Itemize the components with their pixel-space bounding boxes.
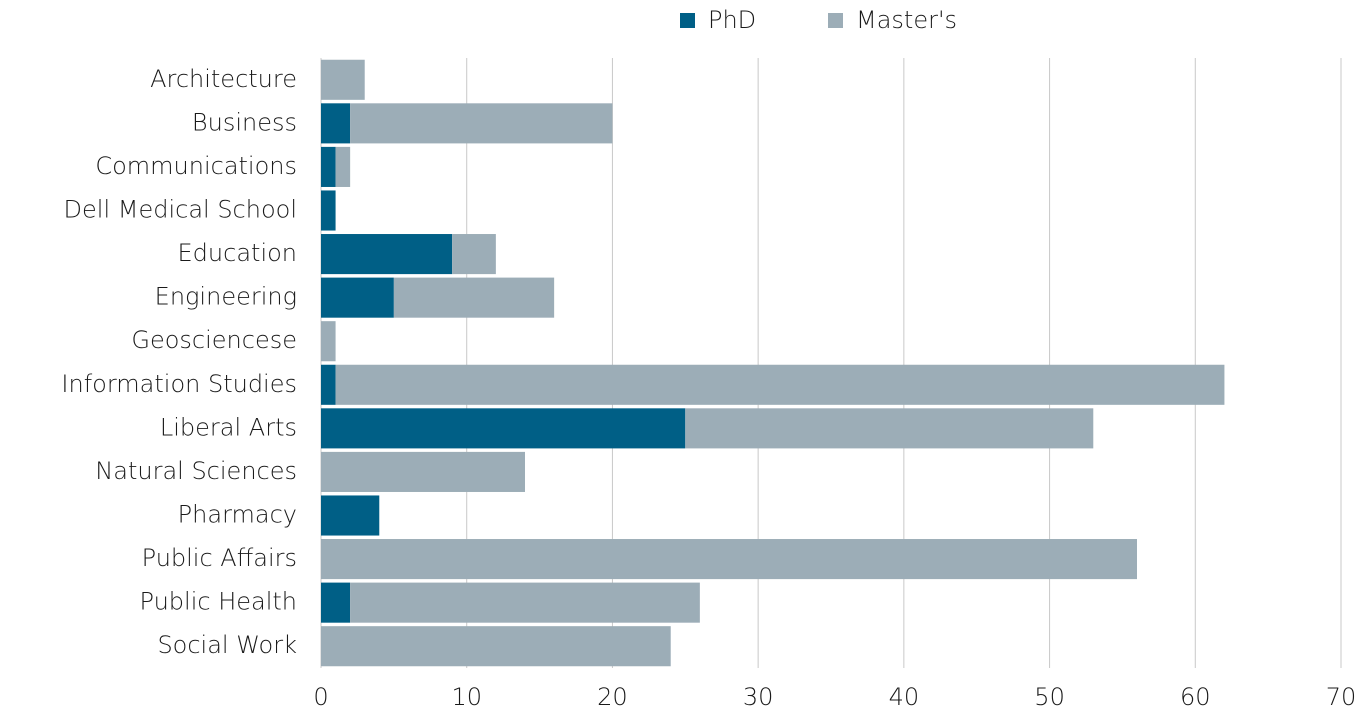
y-tick-label: Business	[192, 108, 297, 136]
bar	[321, 408, 686, 449]
y-tick-label: Geosciencese	[131, 326, 297, 354]
y-tick-label: Liberal Arts	[160, 413, 297, 441]
legend-swatch	[680, 13, 695, 28]
y-tick-label: Dell Medical School	[64, 196, 297, 224]
x-tick-label: 40	[889, 683, 920, 711]
y-tick-label: Education	[178, 239, 297, 267]
bar	[350, 582, 700, 623]
y-tick-label: Social Work	[157, 631, 297, 659]
x-tick-label: 70	[1326, 683, 1357, 711]
legend-label: Master's	[856, 6, 957, 34]
bar	[321, 364, 336, 405]
bar	[321, 103, 351, 144]
x-tick-label: 20	[597, 683, 628, 711]
bar	[321, 190, 336, 231]
bar	[321, 495, 380, 536]
bar	[321, 234, 453, 275]
bar	[685, 408, 1094, 449]
bar	[335, 146, 351, 187]
bar	[321, 277, 394, 318]
bar	[452, 234, 496, 275]
bar	[321, 146, 336, 187]
x-tick-label: 30	[743, 683, 774, 711]
y-tick-label: Communications	[95, 152, 297, 180]
y-tick-label: Information Studies	[61, 370, 297, 398]
bar	[321, 582, 351, 623]
y-tick-label: Architecture	[150, 65, 297, 93]
y-tick-label: Engineering	[155, 283, 297, 311]
legend-swatch	[828, 13, 843, 28]
x-tick-label: 10	[451, 683, 482, 711]
x-tick-label: 50	[1034, 683, 1065, 711]
x-tick-label: 0	[313, 683, 328, 711]
legend-label: PhD	[708, 6, 756, 34]
bar	[321, 59, 365, 100]
y-tick-label: Public Health	[140, 588, 297, 616]
bar	[335, 364, 1225, 405]
y-tick-label: Natural Sciences	[95, 457, 297, 485]
bar	[321, 451, 525, 492]
bar	[350, 103, 613, 144]
y-tick-label: Public Affairs	[142, 544, 297, 572]
bar	[321, 321, 336, 362]
bar	[393, 277, 555, 318]
bar	[321, 626, 671, 667]
y-tick-label: Pharmacy	[178, 501, 297, 529]
x-tick-label: 60	[1180, 683, 1211, 711]
bar	[321, 539, 1137, 580]
